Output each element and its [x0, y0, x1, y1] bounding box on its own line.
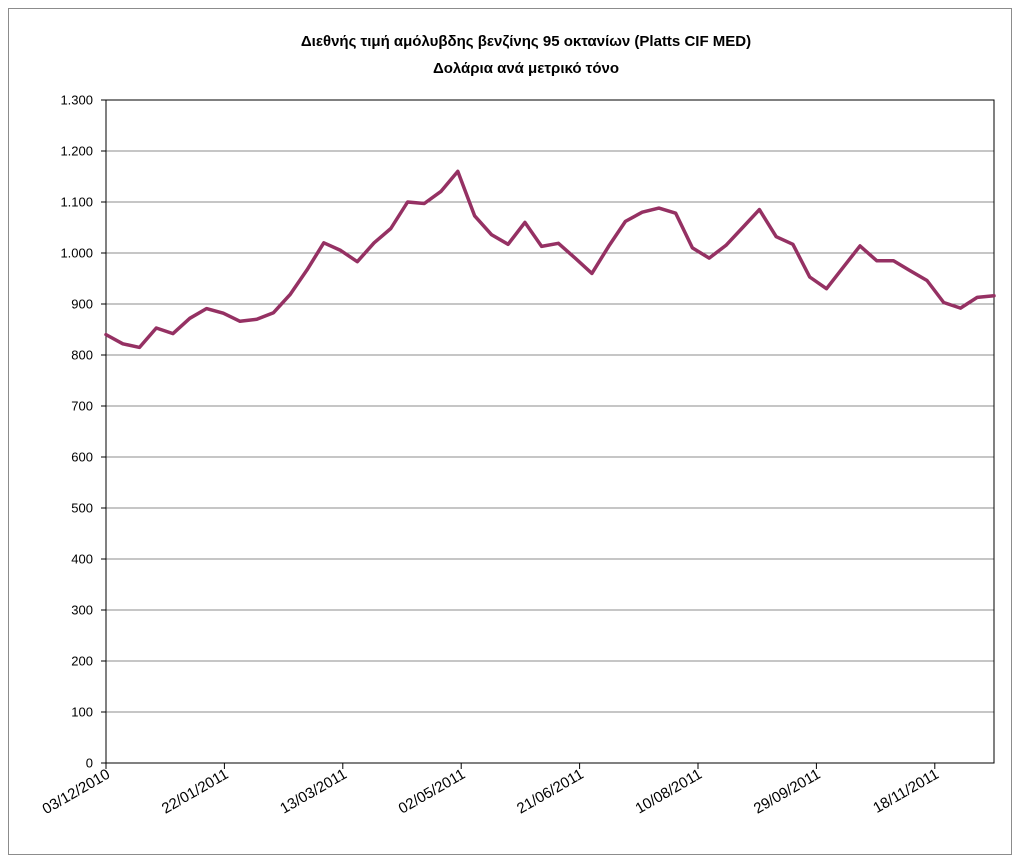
series-line: [104, 169, 996, 350]
y-axis: 0 100 200 300 400 500 600 700 800 900 1.000 1.100 1.…: [60, 93, 106, 771]
y-tick-label: 800: [71, 348, 93, 363]
data-point: [657, 206, 661, 210]
data-point: [188, 317, 191, 320]
data-point: [372, 241, 376, 244]
y-tick-label: 900: [71, 297, 93, 312]
data-point: [959, 306, 962, 310]
x-tick-label: 22/01/2011: [159, 766, 232, 818]
data-point: [322, 241, 326, 244]
data-point: [238, 320, 242, 323]
y-tick-label: 300: [71, 603, 93, 618]
data-point: [607, 245, 610, 248]
data-point: [155, 326, 158, 330]
data-point: [909, 269, 912, 273]
y-tick-label: 600: [71, 450, 93, 465]
x-tick-label: 21/06/2011: [514, 766, 587, 818]
data-point: [758, 208, 761, 211]
data-point: [255, 318, 258, 321]
data-point: [540, 245, 543, 248]
chart-frame: [8, 8, 1012, 855]
data-point: [439, 190, 443, 193]
data-point: [456, 170, 460, 173]
chart-title: Διεθνής τιμή αμόλυβδης βενζίνης 95 οκταν…: [301, 33, 751, 77]
data-point: [925, 279, 929, 282]
gridlines: [106, 99, 994, 764]
data-point: [305, 268, 309, 272]
data-point: [992, 294, 996, 298]
data-point: [942, 301, 945, 304]
data-point: [707, 256, 711, 260]
data-point: [825, 287, 828, 290]
y-tick-label: 1.300: [60, 93, 93, 108]
data-point: [272, 311, 275, 314]
data-point: [104, 333, 108, 336]
data-point: [842, 266, 845, 269]
y-tick-label: 100: [71, 705, 93, 720]
series-layer: [104, 169, 996, 350]
data-point: [473, 214, 476, 217]
chart-subtitle: Δολάρια ανά μετρικό τόνο: [433, 60, 619, 77]
data-point: [121, 342, 124, 345]
data-point: [858, 244, 862, 248]
data-point: [506, 243, 510, 246]
x-tick-label: 18/11/2011: [870, 766, 942, 817]
data-point: [691, 246, 694, 250]
y-tick-label: 200: [71, 654, 93, 669]
data-point: [171, 332, 175, 335]
data-point: [640, 211, 644, 214]
data-point: [724, 244, 728, 247]
x-tick-label: 10/08/2011: [632, 766, 705, 818]
y-tick-label: 1.200: [60, 144, 93, 159]
data-point: [406, 200, 409, 204]
data-point: [356, 260, 359, 263]
y-tick-label: 500: [71, 501, 93, 516]
data-point: [523, 221, 527, 224]
data-point: [423, 202, 426, 205]
x-tick-label: 29/09/2011: [751, 766, 824, 818]
x-tick-label: 13/03/2011: [277, 766, 350, 818]
y-tick-label: 0: [86, 756, 93, 771]
data-point: [138, 346, 141, 349]
data-point: [289, 293, 292, 296]
plot-area: [105, 99, 995, 764]
x-tick-label: 03/12/2010: [39, 766, 113, 818]
data-point: [339, 249, 342, 252]
data-point: [976, 296, 979, 299]
data-point: [389, 227, 393, 230]
data-point: [205, 307, 208, 310]
data-point: [741, 226, 744, 229]
y-tick-label: 1.100: [60, 195, 93, 210]
data-point: [808, 275, 811, 279]
data-point: [624, 220, 627, 223]
y-tick-label: 1.000: [60, 246, 93, 261]
data-point: [674, 212, 677, 215]
data-point: [875, 259, 878, 262]
y-tick-label: 700: [71, 399, 93, 414]
chart-title-line1: Διεθνής τιμή αμόλυβδης βενζίνης 95 οκταν…: [301, 33, 751, 50]
data-point: [791, 243, 795, 246]
data-point: [573, 256, 577, 260]
data-point: [892, 259, 895, 262]
data-point: [490, 233, 493, 236]
y-tick-label: 400: [71, 552, 93, 567]
data-point: [557, 242, 560, 245]
x-tick-label: 02/05/2011: [396, 766, 469, 818]
data-point: [590, 272, 594, 275]
x-axis: 03/12/2010 22/01/2011 13/03/2011 02/05/2011…: [39, 763, 942, 818]
data-point: [222, 311, 225, 315]
data-point: [774, 235, 778, 238]
